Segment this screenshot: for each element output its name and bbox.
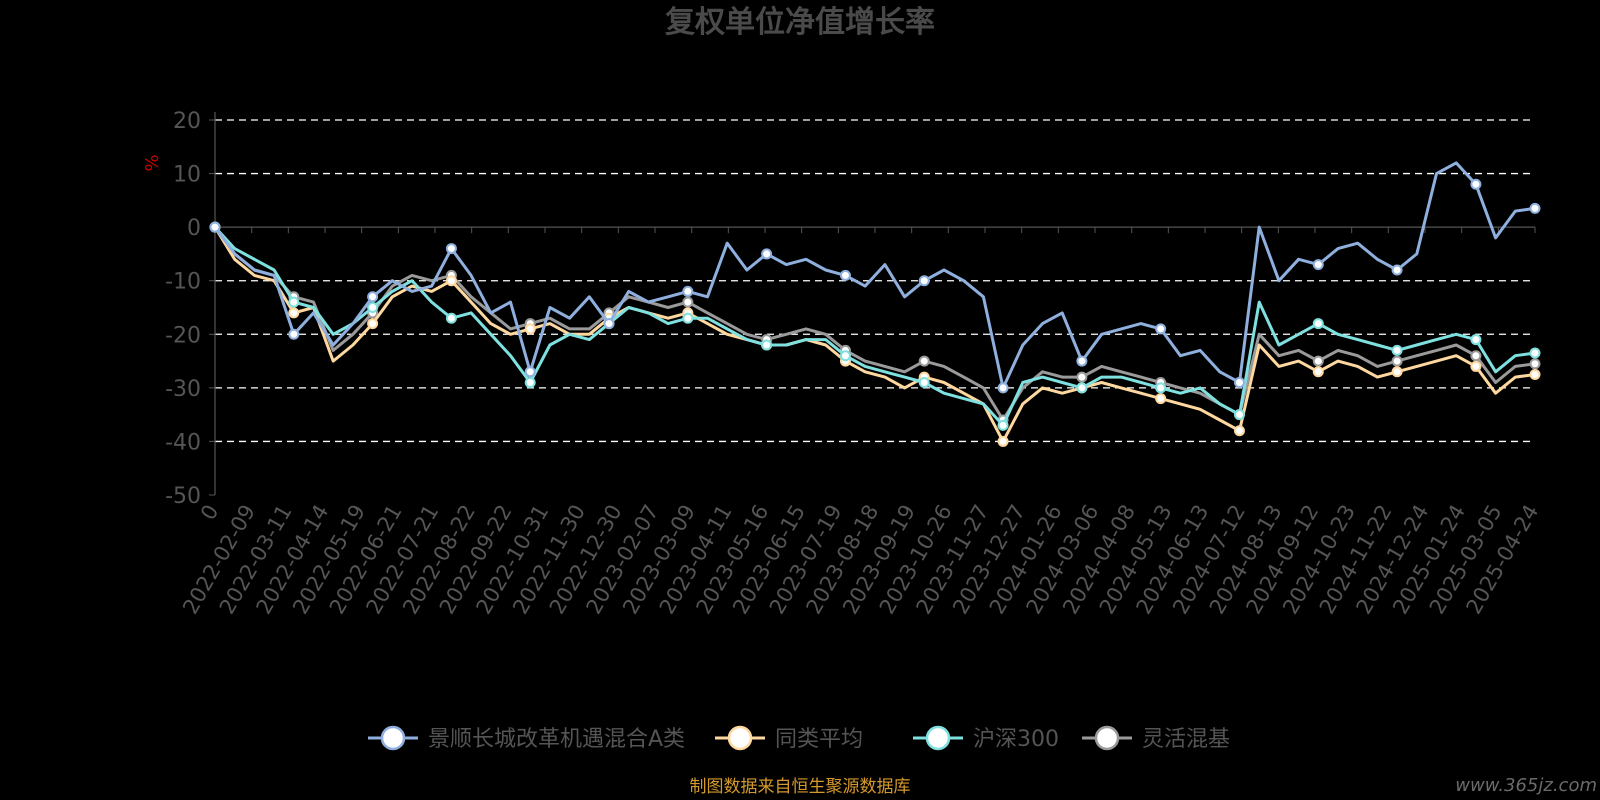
series-point (1470, 334, 1482, 346)
series-2 (209, 221, 1541, 431)
series-point (918, 275, 930, 287)
y-tick-label: 0 (187, 216, 201, 241)
x-tick-label: 0 (196, 501, 223, 525)
series-point (1529, 358, 1541, 370)
watermark: www.365jz.com (1455, 775, 1597, 796)
series-point (682, 296, 694, 308)
y-tick-label: -20 (165, 323, 201, 348)
series-point (1233, 425, 1245, 437)
legend-swatch-marker (380, 725, 406, 751)
legend-swatch-marker (925, 725, 951, 751)
series-point (445, 312, 457, 324)
series-point (367, 318, 379, 330)
series-point (288, 296, 300, 308)
gridlines (209, 119, 1535, 496)
y-axis-unit: % (142, 154, 163, 171)
series-point (1529, 368, 1541, 380)
series-point (1312, 355, 1324, 367)
series-point (1312, 259, 1324, 271)
data-source-note: 制图数据来自恒生聚源数据库 (690, 777, 911, 797)
legend-item[interactable]: 同类平均 (715, 725, 863, 752)
series-point (1391, 264, 1403, 276)
series-point (1529, 347, 1541, 359)
series-point (1155, 382, 1167, 394)
series-point (1155, 393, 1167, 405)
legend-label: 灵活混基 (1142, 727, 1230, 752)
series-point (997, 419, 1009, 431)
y-tick-labels: 20 10 0 -10 -20 -30 -40 -50 (165, 109, 201, 509)
y-tick-label: -50 (165, 484, 201, 509)
legend-label: 同类平均 (775, 727, 863, 752)
legend-item[interactable]: 景顺长城改革机遇混合A类 (368, 725, 685, 752)
series-point (209, 221, 221, 233)
legend-swatch-marker (727, 725, 753, 751)
legend-swatch-marker (1094, 725, 1120, 751)
y-tick-label: -30 (165, 377, 201, 402)
series-point (524, 323, 536, 335)
series-point (288, 307, 300, 319)
legend-label: 景顺长城改革机遇混合A类 (428, 727, 685, 752)
series-0 (209, 161, 1541, 394)
series-point (1391, 344, 1403, 356)
series-3 (209, 221, 1541, 426)
series-lines (209, 161, 1541, 447)
series-point (1076, 371, 1088, 383)
series-point (918, 377, 930, 388)
series-point (839, 269, 851, 281)
series-point (1529, 202, 1541, 214)
series-point (288, 328, 300, 340)
x-tick-labels: 02022-02-092022-03-112022-04-142022-05-1… (178, 227, 1543, 618)
series-point (1076, 382, 1088, 394)
series-point (997, 382, 1009, 394)
series-point (1233, 409, 1245, 421)
series-point (682, 285, 694, 297)
series-point (367, 302, 379, 313)
series-point (367, 291, 379, 303)
series-point (1312, 318, 1324, 330)
series-point (1391, 355, 1403, 367)
series-line (213, 226, 1536, 422)
legend-label: 沪深300 (973, 727, 1059, 752)
series-point (1470, 178, 1482, 190)
series-point (1233, 377, 1245, 388)
series-point (839, 350, 851, 362)
legend-item[interactable]: 沪深300 (913, 725, 1059, 752)
series-point (524, 377, 536, 388)
series-point (1312, 366, 1324, 378)
series-point (761, 339, 773, 351)
series-point (445, 275, 457, 287)
series-point (1076, 355, 1088, 367)
y-tick-label: 20 (173, 109, 201, 134)
series-point (1470, 360, 1482, 372)
series-point (603, 318, 615, 330)
series-point (1470, 350, 1482, 362)
series-point (524, 366, 536, 378)
series-point (445, 243, 457, 255)
series-point (997, 435, 1009, 447)
series-point (918, 355, 930, 367)
legend-item[interactable]: 灵活混基 (1082, 725, 1230, 752)
series-point (761, 248, 773, 260)
series-line (213, 226, 1536, 427)
series-point (1391, 366, 1403, 378)
series-point (682, 312, 694, 324)
chart-title: 复权单位净值增长率 (665, 5, 935, 40)
y-tick-label: -10 (165, 270, 201, 295)
series-point (1155, 323, 1167, 335)
y-tick-label: -40 (165, 430, 201, 455)
legend: 景顺长城改革机遇混合A类 同类平均 沪深300 灵活混基 (368, 725, 1230, 752)
axes (214, 112, 1535, 495)
y-tick-label: 10 (173, 163, 201, 188)
